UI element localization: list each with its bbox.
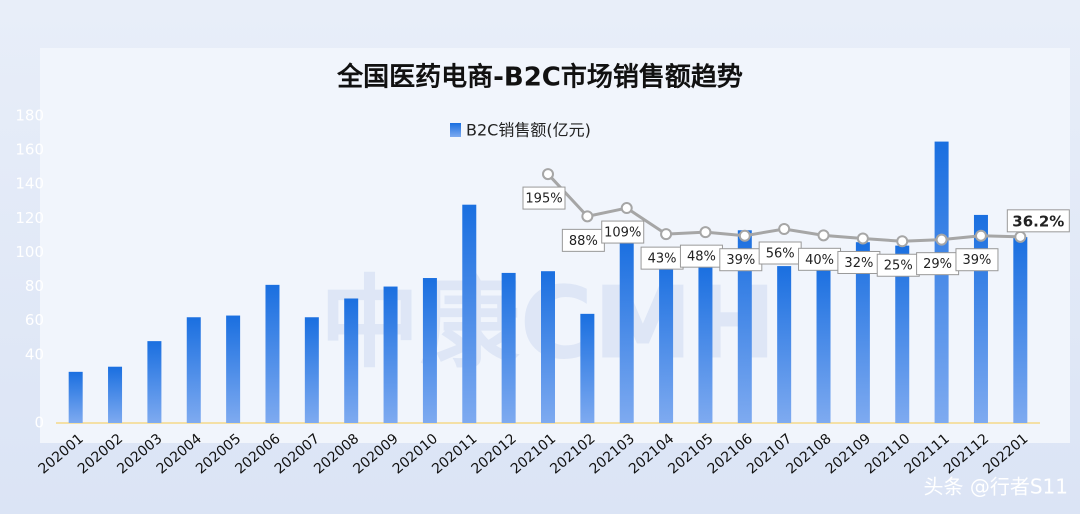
bar xyxy=(422,278,437,423)
bar xyxy=(855,242,870,423)
data-label: 32% xyxy=(844,256,873,271)
y-tick-label: 180 xyxy=(15,107,44,125)
source-watermark: 头条 @行者S11 xyxy=(923,475,1068,499)
data-label: 109% xyxy=(604,226,641,241)
bar xyxy=(383,286,398,423)
data-label: 29% xyxy=(923,257,952,272)
data-label: 88% xyxy=(569,234,598,249)
legend-swatch xyxy=(450,123,461,137)
label-box xyxy=(1006,209,1070,233)
y-tick-label: 120 xyxy=(15,209,44,227)
y-tick-label: 100 xyxy=(15,243,44,261)
bar xyxy=(68,371,83,423)
bar xyxy=(698,266,713,423)
label-box xyxy=(522,186,566,210)
legend-label: B2C销售额(亿元) xyxy=(466,121,591,140)
line-point xyxy=(935,233,948,246)
data-label: 36.2% xyxy=(1012,212,1064,230)
line-point xyxy=(1014,230,1027,243)
line-point xyxy=(699,226,712,239)
bar xyxy=(541,271,555,423)
y-tick-label: 140 xyxy=(15,175,44,193)
bar xyxy=(501,272,516,423)
bar xyxy=(973,214,988,423)
data-label: 39% xyxy=(963,253,992,268)
line-point xyxy=(778,223,791,236)
y-tick-label: 60 xyxy=(25,311,44,329)
label-box xyxy=(955,248,999,272)
bar xyxy=(619,240,634,423)
y-tick-label: 160 xyxy=(15,141,44,159)
data-label: 40% xyxy=(805,253,834,268)
line-point xyxy=(542,168,554,181)
bar xyxy=(580,313,595,423)
y-tick-label: 0 xyxy=(34,414,44,432)
bar xyxy=(737,230,752,423)
line-point xyxy=(581,210,594,223)
bar xyxy=(186,317,201,423)
bar xyxy=(265,284,280,423)
data-label: 56% xyxy=(766,247,795,262)
line-point xyxy=(896,235,909,248)
bar xyxy=(344,298,359,423)
data-label: 195% xyxy=(525,192,562,207)
line-point xyxy=(856,232,869,245)
y-tick-label: 80 xyxy=(25,277,44,295)
line-point xyxy=(974,229,987,242)
bar xyxy=(895,245,910,423)
bar xyxy=(777,266,792,423)
line-point xyxy=(620,202,633,215)
bar xyxy=(147,341,162,423)
line-point xyxy=(817,229,830,242)
bar xyxy=(108,366,123,423)
line-point xyxy=(660,228,673,241)
bar xyxy=(934,141,949,424)
bar xyxy=(226,315,241,423)
data-label: 25% xyxy=(884,259,913,274)
bar xyxy=(659,260,674,423)
y-tick-label: 40 xyxy=(25,345,44,363)
bar xyxy=(304,317,319,423)
label-box xyxy=(601,220,645,244)
data-label: 48% xyxy=(687,250,716,265)
chart-title: 全国医药电商-B2C市场销售额趋势 xyxy=(336,62,743,93)
data-label: 43% xyxy=(648,252,677,267)
data-label: 39% xyxy=(726,253,755,268)
bar xyxy=(1013,237,1028,423)
bar xyxy=(462,204,477,423)
line-point xyxy=(738,229,751,242)
bar xyxy=(816,266,831,423)
